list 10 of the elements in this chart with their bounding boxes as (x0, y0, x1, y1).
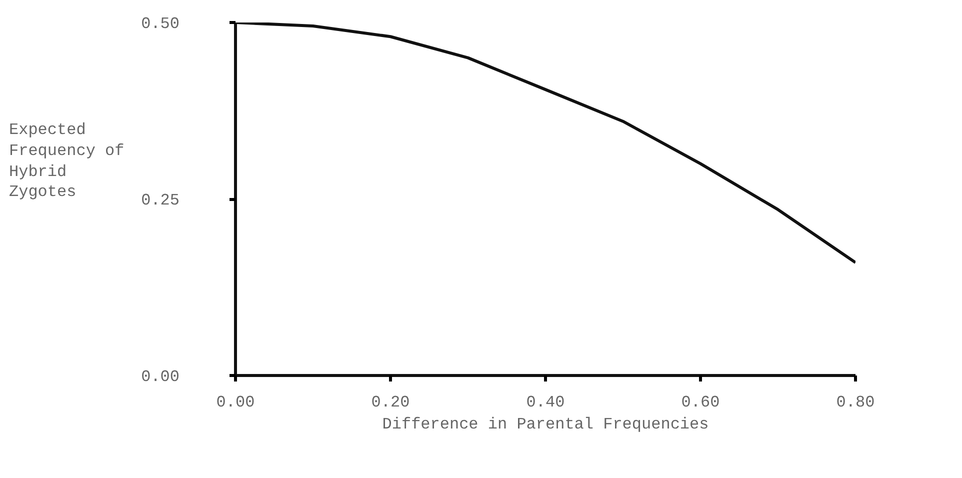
y-axis-title: Expected Frequency of Hybrid Zygotes (9, 120, 126, 204)
x-axis-title: Difference in Parental Frequencies (382, 416, 709, 434)
y-tick-label: 0.25 (141, 192, 180, 210)
x-tick-label: 0.40 (526, 394, 565, 412)
x-tick-label: 0.60 (681, 394, 720, 412)
y-tick-label: 0.00 (141, 368, 180, 386)
x-tick-label: 0.20 (371, 394, 410, 412)
x-tick-label: 0.00 (216, 394, 255, 412)
x-tick-label: 0.80 (836, 394, 875, 412)
y-tick-label: 0.50 (141, 15, 180, 33)
